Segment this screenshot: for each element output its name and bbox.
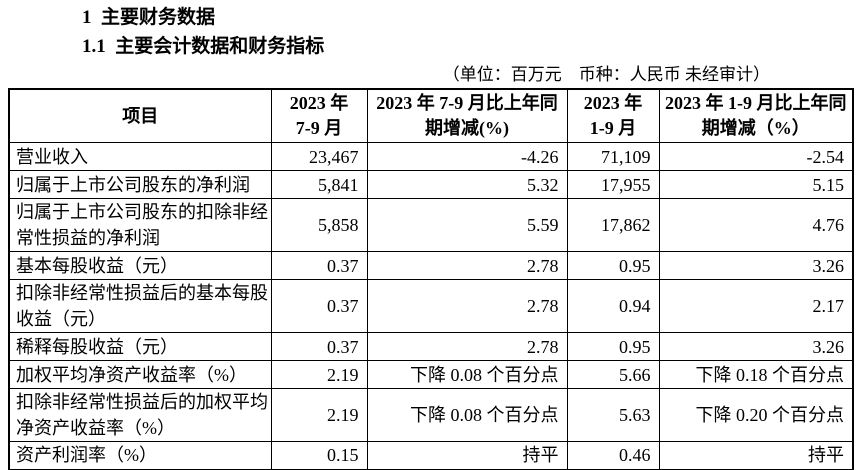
q3-change-cell: 2.78 [366, 251, 568, 280]
q3-value-cell: 5,841 [270, 170, 368, 199]
table-row: 归属于上市公司股东的净利润 5,841 5.32 17,955 5.15 [8, 170, 854, 199]
table-row: 归属于上市公司股东的扣除非经常性损益的净利润 5,858 5.59 17,862… [8, 198, 854, 252]
header-row: 项目 2023 年 7-9 月 2023 年 7-9 月比上年同 期增减(%) 20… [8, 88, 854, 143]
ytd-change-cell: 3.26 [658, 251, 854, 280]
col-header-item: 项目 [8, 88, 272, 143]
item-cell: 基本每股收益（元） [8, 251, 272, 280]
table-row: 营业收入 23,467 -4.26 71,109 -2.54 [8, 142, 854, 171]
ytd-change-cell: 4.76 [658, 198, 854, 252]
q3-value-cell: 5,858 [270, 198, 368, 252]
q3-change-cell: 下降 0.08 个百分点 [366, 388, 568, 442]
item-cell: 归属于上市公司股东的净利润 [8, 170, 272, 199]
ytd-change-cell: 3.26 [658, 332, 854, 361]
item-cell: 归属于上市公司股东的扣除非经常性损益的净利润 [8, 198, 272, 252]
ytd-change-cell: 5.15 [658, 170, 854, 199]
ytd-value-cell: 71,109 [566, 142, 660, 171]
q3-value-cell: 2.19 [270, 388, 368, 442]
q3-change-cell: 下降 0.08 个百分点 [366, 360, 568, 389]
ytd-change-cell: 2.17 [658, 279, 854, 333]
q3-change-cell: 2.78 [366, 279, 568, 333]
q3-value-cell: 23,467 [270, 142, 368, 171]
q3-change-cell: -4.26 [366, 142, 568, 171]
col-header-q3: 2023 年 7-9 月 [270, 88, 368, 143]
item-cell: 加权平均净资产收益率（%） [8, 360, 272, 389]
ytd-value-cell: 17,955 [566, 170, 660, 199]
table-row: 资产利润率（%） 0.15 持平 0.46 持平 [8, 441, 854, 470]
q3-value-cell: 0.37 [270, 251, 368, 280]
ytd-value-cell: 17,862 [566, 198, 660, 252]
col-header-q3-change-line1: 2023 年 7-9 月比上年同 [376, 93, 558, 113]
col-header-ytd: 2023 年 1-9 月 [566, 88, 660, 143]
item-cell: 稀释每股收益（元） [8, 332, 272, 361]
table-row: 扣除非经常性损益后的基本每股收益（元） 0.37 2.78 0.94 2.17 [8, 279, 854, 333]
col-header-q3-line1: 2023 年 [289, 93, 349, 113]
q3-change-cell: 持平 [366, 441, 568, 470]
item-cell: 扣除非经常性损益后的基本每股收益（元） [8, 279, 272, 333]
ytd-value-cell: 0.95 [566, 251, 660, 280]
col-header-q3-change: 2023 年 7-9 月比上年同 期增减(%) [366, 88, 568, 143]
ytd-value-cell: 0.94 [566, 279, 660, 333]
q3-value-cell: 2.19 [270, 360, 368, 389]
ytd-change-cell: -2.54 [658, 142, 854, 171]
unit-note: （单位：百万元 币种：人民币 未经审计） [442, 65, 770, 84]
q3-change-cell: 5.32 [366, 170, 568, 199]
col-header-q3-change-line2: 期增减(%) [425, 118, 509, 138]
ytd-value-cell: 5.66 [566, 360, 660, 389]
ytd-change-cell: 下降 0.20 个百分点 [658, 388, 854, 442]
q3-change-cell: 5.59 [366, 198, 568, 252]
item-cell: 营业收入 [8, 142, 272, 171]
section-heading: 1 主要财务数据 [82, 7, 216, 28]
subsection-heading: 1.1 主要会计数据和财务指标 [82, 36, 325, 57]
ytd-value-cell: 5.63 [566, 388, 660, 442]
item-cell: 资产利润率（%） [8, 441, 272, 470]
ytd-value-cell: 0.95 [566, 332, 660, 361]
col-header-ytd-line2: 1-9 月 [589, 118, 637, 138]
col-header-ytd-line1: 2023 年 [583, 93, 643, 113]
table-row: 稀释每股收益（元） 0.37 2.78 0.95 3.26 [8, 332, 854, 361]
col-header-ytd-change: 2023 年 1-9 月比上年同 期增减（%） [658, 88, 854, 143]
col-header-ytd-change-line1: 2023 年 1-9 月比上年同 [665, 93, 847, 113]
table-row: 加权平均净资产收益率（%） 2.19 下降 0.08 个百分点 5.66 下降 … [8, 360, 854, 389]
col-header-q3-line2: 7-9 月 [295, 118, 343, 138]
col-header-ytd-change-line2: 期增减（%） [701, 118, 810, 138]
table-row: 扣除非经常性损益后的加权平均净资产收益率（%） 2.19 下降 0.08 个百分… [8, 388, 854, 442]
q3-change-cell: 2.78 [366, 332, 568, 361]
item-cell: 扣除非经常性损益后的加权平均净资产收益率（%） [8, 388, 272, 442]
ytd-change-cell: 持平 [658, 441, 854, 470]
financial-indicators-table: 项目 2023 年 7-9 月 2023 年 7-9 月比上年同 期增减(%) 20… [8, 88, 854, 470]
q3-value-cell: 0.15 [270, 441, 368, 470]
table-row: 基本每股收益（元） 0.37 2.78 0.95 3.26 [8, 251, 854, 280]
q3-value-cell: 0.37 [270, 332, 368, 361]
col-header-item-label: 项目 [122, 105, 159, 126]
ytd-change-cell: 下降 0.18 个百分点 [658, 360, 854, 389]
q3-value-cell: 0.37 [270, 279, 368, 333]
ytd-value-cell: 0.46 [566, 441, 660, 470]
